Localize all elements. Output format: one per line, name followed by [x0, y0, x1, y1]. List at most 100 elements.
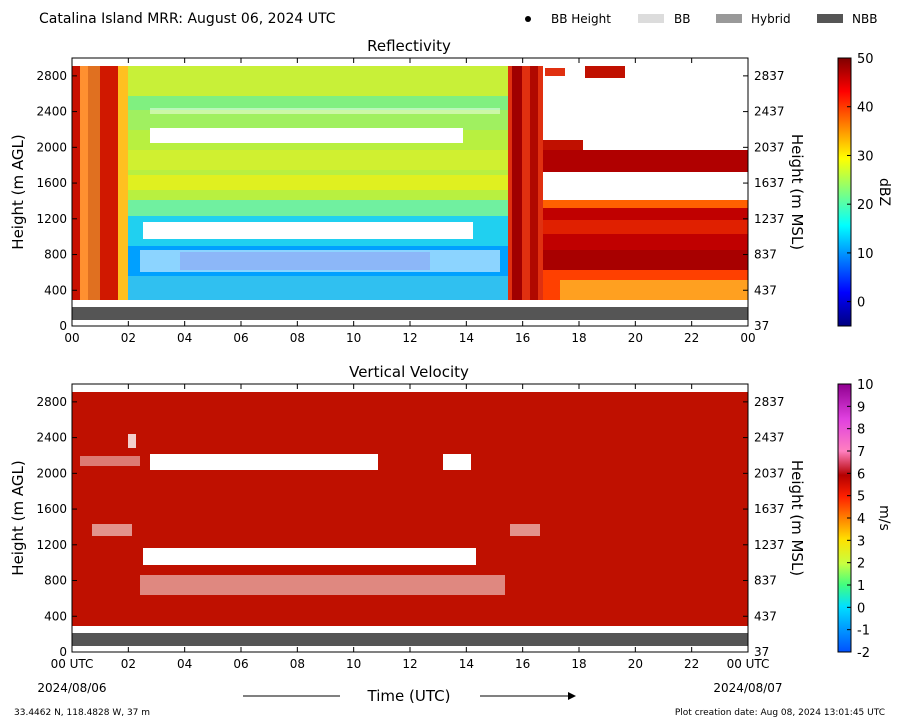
reflectivity-ylabel: Height (m AGL): [9, 134, 27, 249]
legend-label-hybrid: Hybrid: [751, 12, 791, 26]
reflectivity-panel: Reflectivity: [9, 37, 892, 345]
y-tick-label: 2800: [36, 395, 67, 409]
legend-label-bb-height: BB Height: [551, 12, 611, 26]
legend-marker-nbb: [817, 14, 843, 23]
xlabel-group: Time (UTC): [243, 687, 576, 705]
colorbar-tick-label: 0: [857, 601, 865, 616]
reflectivity-field: [72, 66, 748, 307]
y2-tick-label: 437: [754, 609, 777, 623]
y-tick-label: 1200: [36, 212, 67, 226]
reflectivity-colorbar-ticks: 0 10 20 30 40 50: [847, 52, 874, 311]
reflectivity-colorbar-gradient: [837, 57, 852, 327]
colorbar-tick-label: 6: [857, 467, 865, 482]
x-tick-label: 22: [684, 331, 699, 345]
reflectivity-colorbar: 0 10 20 30 40 50 dBZ: [837, 52, 892, 327]
colorbar-tick-label: -1: [857, 624, 870, 639]
colorbar-tick-label: 2: [857, 557, 865, 572]
colorbar-tick-label: 1: [857, 579, 865, 594]
velocity-y2label: Height (m MSL): [788, 460, 806, 576]
x-tick-label: 14: [459, 657, 474, 671]
x-tick-label: 18: [571, 657, 586, 671]
y2-tick-label: 2037: [754, 140, 785, 154]
y2-tick-label: 437: [754, 283, 777, 297]
y-tick-label: 400: [44, 609, 67, 623]
end-date-label: 2024/08/07: [713, 681, 782, 695]
y-tick-label: 2400: [36, 105, 67, 119]
legend: BB Height BB Hybrid NBB: [525, 12, 877, 26]
x-tick-label: 06: [233, 657, 248, 671]
y-tick-label: 400: [44, 283, 67, 297]
y2-tick-label: 2037: [754, 466, 785, 480]
x-tick-label: 00: [64, 331, 79, 345]
colorbar-tick-label: 50: [857, 52, 874, 67]
legend-marker-bb: [638, 14, 664, 23]
y-tick-label: 2400: [36, 431, 67, 445]
x-tick-label: 22: [684, 657, 699, 671]
reflectivity-y2label: Height (m MSL): [788, 134, 806, 250]
y-tick-label: 1600: [36, 502, 67, 516]
colorbar-tick-label: 30: [857, 149, 874, 164]
figure-title: Catalina Island MRR: August 06, 2024 UTC: [39, 11, 336, 27]
legend-label-bb: BB: [674, 12, 690, 26]
x-tick-label: 02: [121, 331, 136, 345]
legend-label-nbb: NBB: [852, 12, 877, 26]
y-tick-label: 2000: [36, 140, 67, 154]
colorbar-tick-label: 8: [857, 423, 865, 438]
y2-tick-label: 1637: [754, 502, 785, 516]
x-tick-label: 16: [515, 331, 530, 345]
location-label: 33.4462 N, 118.4828 W, 37 m: [14, 708, 150, 718]
x-tick-label: 06: [233, 331, 248, 345]
x-tick-label: 20: [628, 331, 643, 345]
y-tick-label: 1600: [36, 176, 67, 190]
x-tick-label: 00 UTC: [727, 657, 770, 671]
y2-tick-label: 2837: [754, 395, 785, 409]
x-tick-label: 00: [740, 331, 755, 345]
y2-tick-label: 37: [754, 645, 769, 659]
x-tick-label: 04: [177, 657, 192, 671]
start-date-label: 2024/08/06: [37, 681, 106, 695]
y-tick-label: 800: [44, 248, 67, 262]
colorbar-tick-label: 9: [857, 400, 865, 415]
x-tick-label: 10: [346, 331, 361, 345]
reflectivity-plot-area: [71, 57, 749, 327]
x-tick-label: 12: [402, 657, 417, 671]
legend-marker-bb-height: [525, 16, 531, 22]
velocity-ylabel: Height (m AGL): [9, 460, 27, 575]
colorbar-tick-label: 4: [857, 512, 865, 527]
reflectivity-axes: 00 02 04 06 08 10 12 14 16 18 20 22 0004008001200160…: [36, 58, 785, 345]
y2-tick-label: 1637: [754, 176, 785, 190]
y2-tick-label: 1237: [754, 212, 785, 226]
x-tick-label: 18: [571, 331, 586, 345]
x-tick-label: 10: [346, 657, 361, 671]
y2-tick-label: 837: [754, 248, 777, 262]
x-tick-label: 14: [459, 331, 474, 345]
velocity-nbb-band: [72, 633, 748, 646]
colorbar-tick-label: 20: [857, 198, 874, 213]
reflectivity-title: Reflectivity: [367, 37, 451, 55]
velocity-colorbar-ticks: -2 -1 0 1 2 3 4 5 6 7 8 9 10: [847, 378, 874, 661]
y-tick-label: 1200: [36, 538, 67, 552]
colorbar-tick-label: 10: [857, 378, 874, 393]
x-tick-label: 08: [290, 331, 305, 345]
velocity-axes: 00 UTC 02 04 06 08 10 12 14 16 18 20 22 00 UTC040080…: [36, 384, 785, 671]
y2-tick-label: 2437: [754, 105, 785, 119]
xlabel-arrow-head-icon: [568, 692, 576, 700]
creation-date-label: Plot creation date: Aug 08, 2024 13:01:4…: [675, 708, 885, 718]
x-tick-label: 08: [290, 657, 305, 671]
y2-tick-label: 37: [754, 319, 769, 333]
colorbar-tick-label: 5: [857, 490, 865, 505]
y-tick-label: 2000: [36, 466, 67, 480]
y-tick-label: 0: [59, 645, 67, 659]
x-tick-label: 20: [628, 657, 643, 671]
y2-tick-label: 2837: [754, 69, 785, 83]
colorbar-tick-label: 0: [857, 296, 865, 311]
colorbar-tick-label: 3: [857, 534, 865, 549]
colorbar-tick-label: 10: [857, 247, 874, 262]
colorbar-tick-label: 7: [857, 445, 865, 460]
x-tick-label: 16: [515, 657, 530, 671]
y2-tick-label: 1237: [754, 538, 785, 552]
velocity-panel: Vertical Velocity 00 UTC 02 04 06 08 10 12 14 16…: [9, 363, 892, 671]
legend-marker-hybrid: [716, 14, 742, 23]
reflectivity-nbb-band: [72, 307, 748, 320]
